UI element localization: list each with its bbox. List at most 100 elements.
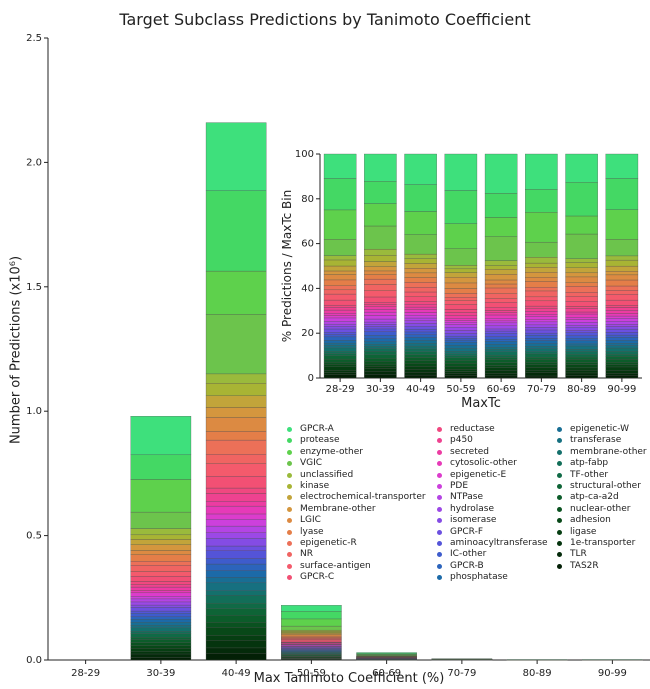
legend-label: epigenetic-R — [300, 538, 357, 548]
inset-bar-segment — [605, 345, 639, 349]
inset-bar-segment — [444, 268, 478, 273]
legend-label: kinase — [300, 481, 330, 491]
bar-segment — [130, 604, 192, 608]
inset-bar-segment — [484, 283, 518, 289]
legend-label: hydrolase — [450, 503, 494, 514]
inset-bar-segment — [444, 348, 478, 352]
inset-bar-segment — [565, 292, 598, 297]
inset-bar-segment — [565, 301, 598, 307]
inset-bar-segment — [323, 363, 357, 367]
bar-segment — [130, 657, 192, 661]
inset-bar-segment — [364, 321, 397, 325]
inset-bar-segment — [525, 189, 558, 213]
inset-bar-segment — [444, 265, 478, 270]
legend-marker-icon — [437, 461, 442, 467]
inset-bar-segment — [364, 368, 397, 372]
bar-segment — [205, 439, 267, 455]
inset-bar-segment — [605, 299, 639, 306]
inset-bar-segment — [364, 290, 397, 298]
bar-segment — [130, 627, 192, 632]
inset-bar-segment — [404, 317, 437, 321]
inset-bar-segment — [323, 370, 357, 373]
inset-bar-segment — [605, 334, 639, 338]
bar-segment — [130, 584, 192, 588]
bar-segment — [130, 554, 192, 562]
inset-bar-segment — [565, 356, 598, 360]
bar-segment — [205, 603, 267, 609]
inset-bar-segment — [364, 248, 397, 256]
inset-bar-segment — [444, 282, 478, 289]
bar-segment — [205, 570, 267, 578]
inset-bar-segment — [525, 338, 558, 341]
inset-bar-segment — [605, 351, 639, 355]
x-tick-label: 80-89 — [523, 668, 552, 679]
bar-segment — [205, 487, 267, 494]
inset-bar-segment — [605, 347, 639, 352]
bar-segment — [205, 653, 267, 661]
inset-bar-segment — [404, 282, 437, 288]
x-tick-label: 30-39 — [146, 668, 175, 679]
inset-bar-segment — [444, 351, 478, 354]
inset-bar-segment — [605, 366, 639, 371]
bar-segment — [130, 651, 192, 655]
bar-segment — [130, 616, 192, 620]
inset-bar-segment — [323, 293, 357, 301]
bar-segment — [205, 122, 267, 191]
bar-segment — [205, 622, 267, 628]
bar-segment — [130, 565, 192, 572]
inset-bar-segment — [605, 274, 639, 281]
inset-bar-segment — [525, 305, 558, 309]
bar-segment — [130, 601, 192, 606]
legend-marker-icon — [287, 472, 292, 478]
inset-bar-segment — [525, 364, 558, 368]
inset-bar-segment — [364, 324, 397, 327]
legend-marker-icon — [557, 506, 562, 512]
inset-bar-segment — [444, 360, 478, 364]
inset-bar-segment — [323, 361, 357, 365]
legend-label: adhesion — [570, 515, 611, 526]
inset-bar-segment — [565, 343, 598, 347]
inset-bar-segment — [525, 357, 558, 360]
inset-bar-segment — [404, 360, 437, 364]
inset-bar-segment — [525, 212, 558, 243]
legend-marker-icon — [437, 529, 442, 535]
inset-bar-segment — [364, 358, 397, 362]
bar-segment — [205, 538, 267, 547]
inset-bar-segment — [525, 262, 558, 268]
inset-bar-segment — [605, 362, 639, 365]
inset-bar-segment — [323, 309, 357, 314]
inset-bar-segment — [364, 270, 397, 275]
inset-bar-segment — [605, 321, 639, 325]
inset-bar-segment — [404, 343, 437, 347]
inset-bar-segment — [323, 366, 357, 371]
inset-bar-segment — [444, 153, 478, 191]
inset-bar-segment — [525, 267, 558, 273]
bar-segment — [130, 642, 192, 646]
y-tick-label: 2.0 — [26, 157, 42, 168]
bar-segment — [130, 550, 192, 555]
inset-bar-segment — [364, 266, 397, 272]
inset-bar-segment — [444, 318, 478, 321]
inset-bar-segment — [565, 276, 598, 283]
inset-bar-segment — [525, 343, 558, 347]
inset-bar-segment — [323, 313, 357, 316]
bar-segment — [281, 632, 342, 634]
inset-bar-segment — [444, 345, 478, 349]
inset-bar-segment — [444, 322, 478, 325]
y-tick-label: 0.5 — [26, 531, 42, 542]
inset-bar-segment — [525, 367, 558, 371]
bar-segment — [130, 575, 192, 582]
inset-bar-segment — [404, 277, 437, 283]
inset-bar-segment — [484, 344, 518, 348]
inset-bar-segment — [484, 328, 518, 332]
legend-marker-icon — [557, 461, 562, 467]
inset-bar-segment — [484, 236, 518, 261]
x-axis-label: Max Tanimoto Coefficient (%) — [253, 671, 445, 686]
bar-segment — [205, 647, 267, 654]
inset-bar-segment — [484, 333, 518, 337]
legend-label: isomerase — [450, 515, 497, 526]
bar-segment — [205, 595, 267, 604]
inset-bar-segment — [323, 358, 357, 363]
inset-bar-segment — [444, 330, 478, 334]
inset-bar-segment — [323, 351, 357, 354]
